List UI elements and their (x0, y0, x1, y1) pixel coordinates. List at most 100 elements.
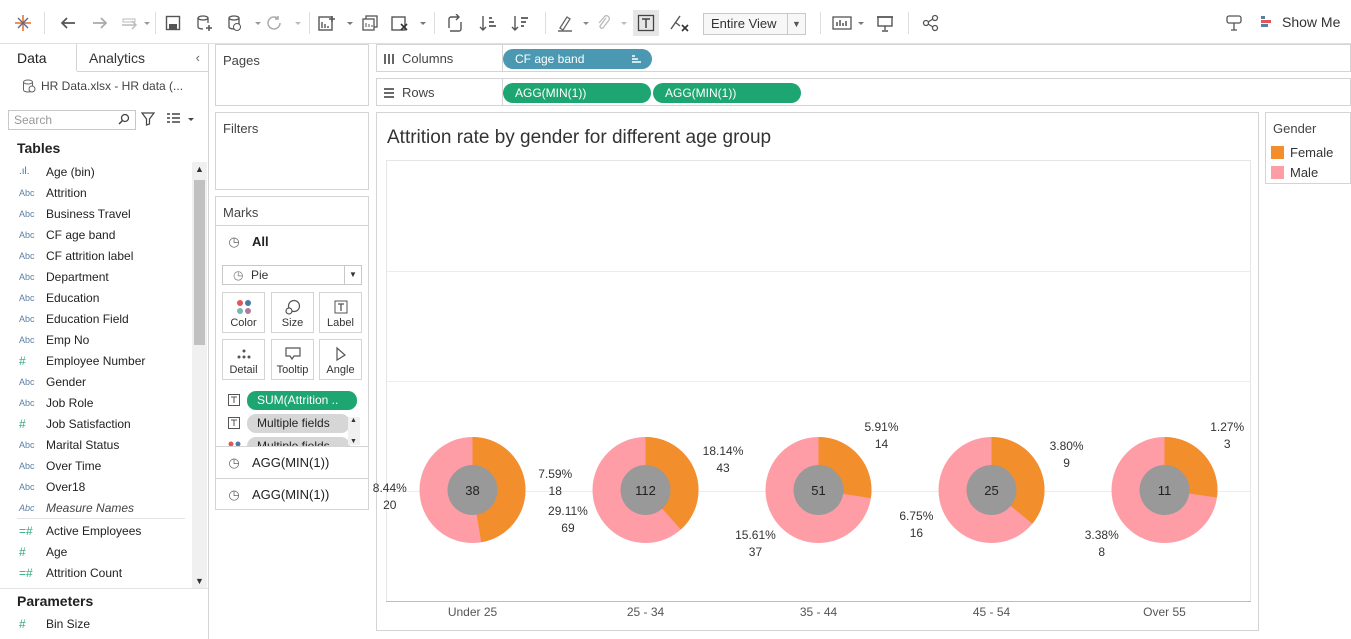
fix-axes-icon[interactable] (665, 10, 693, 36)
fit-dropdown[interactable]: Entire View ▼ (703, 13, 806, 35)
clear-sheet-icon[interactable] (388, 10, 428, 36)
filters-card[interactable]: Filters (215, 112, 369, 190)
highlight-icon[interactable] (555, 10, 591, 36)
mark-pill-attrition[interactable]: SUM(Attrition .. (247, 391, 357, 410)
show-me-button[interactable]: Show Me (1260, 14, 1340, 30)
undo-icon[interactable] (56, 10, 80, 36)
marks-scrollbar[interactable]: ▲ ▼ (348, 417, 360, 445)
tab-data[interactable]: Data (0, 44, 77, 72)
tooltip-button[interactable]: Tooltip (271, 339, 314, 380)
pie-slice-female[interactable] (645, 437, 699, 530)
pie-center-circle[interactable] (1139, 465, 1190, 515)
legend-item-male[interactable]: Male (1271, 165, 1318, 180)
field-item[interactable]: Abc Emp No (0, 329, 192, 350)
scroll-down-icon[interactable]: ▼ (350, 438, 357, 445)
field-item[interactable]: Abc Marital Status (0, 434, 192, 455)
viz-canvas[interactable]: Attrition rate by gender for different a… (373, 112, 1259, 631)
rows-shelf[interactable]: Rows AGG(MIN(1)) AGG(MIN(1)) (376, 78, 1351, 106)
field-item[interactable]: Abc Attrition (0, 182, 192, 203)
angle-button[interactable]: Angle (319, 339, 362, 380)
field-item[interactable]: Abc CF age band (0, 224, 192, 245)
field-label: Job Role (46, 395, 94, 410)
scroll-up-icon[interactable]: ▲ (350, 417, 357, 424)
refresh-icon[interactable] (264, 10, 304, 36)
data-label-count: 43 (716, 461, 730, 476)
color-button[interactable]: Color (222, 292, 265, 333)
field-item[interactable]: # Employee Number (0, 350, 192, 371)
show-mark-labels-icon[interactable] (633, 10, 659, 36)
label-shelf-icon (228, 417, 240, 432)
legend-item-female[interactable]: Female (1271, 145, 1333, 160)
field-item[interactable]: # Job Satisfaction (0, 413, 192, 434)
data-label-percent: 18.14% (702, 444, 744, 459)
mark-type-dropdown[interactable]: ◷ Pie ▼ (222, 265, 362, 285)
scroll-down-icon[interactable]: ▼ (195, 576, 204, 586)
text-type-icon: Abc (19, 481, 35, 492)
size-button[interactable]: Size (271, 292, 314, 333)
mark-pill-multiple-fields[interactable]: Multiple fields (247, 414, 350, 433)
swap-rows-columns-icon[interactable] (442, 10, 468, 36)
rows-pill-2[interactable]: AGG(MIN(1)) (653, 83, 801, 103)
marks-agg-row-2[interactable]: ◷ AGG(MIN(1)) (216, 478, 368, 510)
gender-legend: Gender Female Male (1265, 112, 1351, 184)
tooltip-toolbar-icon[interactable] (1222, 10, 1246, 36)
field-item[interactable]: Abc Education Field (0, 308, 192, 329)
view-options-icon[interactable] (166, 112, 196, 126)
group-members-icon[interactable] (593, 10, 629, 36)
marks-all-row[interactable]: ◷ All (216, 225, 368, 257)
pages-card[interactable]: Pages (215, 44, 369, 106)
pie-slice-female[interactable] (472, 437, 526, 543)
duplicate-sheet-icon[interactable] (358, 10, 382, 36)
field-item[interactable]: =# Attrition Count (0, 562, 192, 583)
replay-animation-icon[interactable] (118, 10, 152, 36)
columns-pill-cf-age-band[interactable]: CF age band (503, 49, 652, 69)
pie-center-circle[interactable] (447, 465, 498, 515)
new-datasource-icon[interactable] (192, 10, 216, 36)
detail-button[interactable]: Detail (222, 339, 265, 380)
pie-center-circle[interactable] (793, 465, 844, 515)
field-item[interactable]: .ıl. Age (bin) (0, 161, 192, 182)
datasource-item[interactable]: HR Data.xlsx - HR data (... (22, 78, 183, 94)
field-item[interactable]: Abc Measure Names (0, 497, 192, 518)
data-label-male: 15.61% 37 (725, 527, 785, 561)
save-icon[interactable] (162, 10, 184, 36)
field-item[interactable]: Abc CF attrition label (0, 245, 192, 266)
field-item[interactable]: Abc Department (0, 266, 192, 287)
marks-agg-row-1[interactable]: ◷ AGG(MIN(1)) (216, 446, 368, 478)
collapse-pane-icon[interactable]: ‹ (195, 50, 200, 65)
field-search-input[interactable]: Search (8, 110, 136, 130)
rows-pill-1[interactable]: AGG(MIN(1)) (503, 83, 651, 103)
sort-ascending-icon[interactable] (476, 10, 502, 36)
parameter-item[interactable]: # Bin Size (0, 613, 192, 634)
share-icon[interactable] (918, 10, 944, 36)
sort-descending-icon[interactable] (508, 10, 534, 36)
new-worksheet-icon[interactable] (316, 10, 354, 36)
rows-label-text: Rows (402, 85, 435, 100)
field-item[interactable]: Abc Education (0, 287, 192, 308)
field-item[interactable]: Abc Over Time (0, 455, 192, 476)
field-item[interactable]: Abc Job Role (0, 392, 192, 413)
show-hide-cards-icon[interactable] (830, 10, 868, 36)
filter-fields-icon[interactable] (141, 112, 155, 126)
tab-analytics[interactable]: Analytics (89, 50, 146, 66)
field-item[interactable]: Abc Over18 (0, 476, 192, 497)
columns-shelf[interactable]: Columns CF age band (376, 44, 1351, 72)
fields-scrollbar[interactable]: ▲ ▼ (192, 162, 207, 588)
field-item[interactable]: Abc Gender (0, 371, 192, 392)
scroll-thumb[interactable] (194, 180, 205, 345)
text-type-icon: Abc (19, 271, 35, 282)
scroll-up-icon[interactable]: ▲ (195, 164, 204, 174)
pie-slice-female[interactable] (991, 437, 1045, 524)
field-item[interactable]: Abc Business Travel (0, 203, 192, 224)
tableau-logo-icon[interactable] (10, 10, 36, 36)
mark-pill-multiple-fields-2[interactable]: Multiple fields (247, 437, 350, 447)
field-item[interactable]: =# Active Employees (0, 520, 192, 541)
presentation-mode-icon[interactable] (872, 10, 898, 36)
field-item[interactable]: # Age (0, 541, 192, 562)
data-label-percent: 29.11% (548, 503, 588, 518)
pause-auto-updates-icon[interactable] (224, 10, 264, 36)
pie-center-circle[interactable] (620, 465, 671, 515)
pie-center-circle[interactable] (966, 465, 1017, 515)
redo-icon[interactable] (88, 10, 112, 36)
label-button[interactable]: Label (319, 292, 362, 333)
